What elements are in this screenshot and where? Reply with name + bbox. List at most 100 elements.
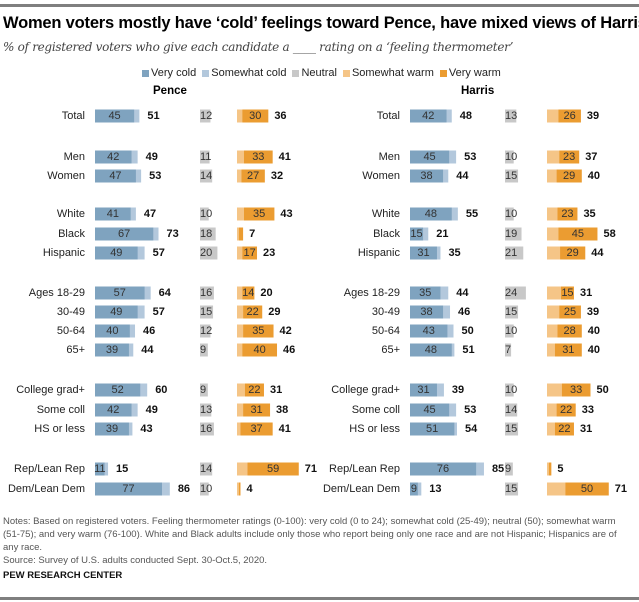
- harris-label-cold-total: 54: [465, 423, 478, 435]
- pence-label-very-cold: 47: [109, 170, 121, 182]
- pence-bar-very-warm: [243, 150, 273, 164]
- harris-label-neutral: 15: [505, 483, 517, 495]
- harris-bar-neutral: [505, 109, 517, 123]
- harris-label-warm-total: 33: [582, 404, 594, 416]
- pence-category-label: Hispanic: [43, 247, 86, 259]
- harris-label-warm-total: 44: [591, 247, 604, 259]
- harris-bar-somewhat-warm: [547, 324, 558, 338]
- pence-label-very-cold: 52: [111, 384, 123, 396]
- legend-label: Somewhat cold: [211, 67, 287, 79]
- harris-bar-somewhat-warm: [547, 305, 560, 319]
- harris-label-neutral: 10: [505, 384, 517, 396]
- harris-bar-very-warm: [558, 227, 598, 241]
- harris-label-very-warm: 50: [581, 483, 593, 495]
- pence-label-warm-total: 43: [280, 208, 292, 220]
- harris-label-warm-total: 31: [580, 423, 592, 435]
- notes-text: Notes: Based on registered voters. Feeli…: [3, 516, 617, 553]
- pence-category-label: College grad+: [16, 384, 85, 396]
- pence-bar-very-cold: [95, 482, 162, 496]
- pence-bar-very-cold: [95, 109, 135, 123]
- pence-label-cold-total: 86: [178, 483, 190, 495]
- pence-label-very-cold: 11: [94, 463, 105, 475]
- pence-bar-neutral: [200, 482, 209, 496]
- harris-label-very-cold: 9: [411, 483, 417, 495]
- harris-category-label: 30-49: [372, 306, 400, 318]
- pence-label-very-warm: 35: [253, 208, 265, 220]
- pence-category-label: White: [57, 208, 85, 220]
- harris-label-neutral: 24: [505, 287, 517, 299]
- harris-bar-very-warm: [554, 422, 574, 436]
- harris-label-cold-total: 35: [448, 247, 460, 259]
- harris-category-label: College grad+: [331, 384, 400, 396]
- harris-bar-very-cold: [410, 383, 437, 397]
- harris-label-neutral: 19: [505, 228, 517, 240]
- pence-bar-neutral: [200, 169, 213, 183]
- harris-label-cold-total: 39: [452, 384, 464, 396]
- pence-label-neutral: 9: [200, 344, 206, 356]
- harris-label-neutral: 10: [505, 208, 517, 220]
- pence-bar-very-warm: [243, 207, 275, 221]
- harris-label-cold-total: 85: [492, 463, 504, 475]
- harris-label-very-warm: 15: [561, 287, 573, 299]
- harris-label-very-warm: 31: [562, 344, 574, 356]
- pence-bar-somewhat-warm: [237, 305, 244, 319]
- pence-bar-neutral: [200, 422, 214, 436]
- pence-bar-somewhat-warm: [237, 403, 244, 417]
- pence-bar-very-warm: [238, 227, 244, 241]
- harris-label-warm-total: 31: [580, 287, 592, 299]
- pence-category-label: Men: [64, 151, 85, 163]
- top-rule: [0, 4, 639, 7]
- harris-label-neutral: 21: [505, 247, 517, 259]
- pence-bar-very-cold: [95, 207, 131, 221]
- pence-label-cold-total: 64: [159, 287, 172, 299]
- pence-bar-very-warm: [241, 169, 265, 183]
- harris-bar-very-warm: [557, 324, 582, 338]
- pence-label-cold-total: 53: [149, 170, 161, 182]
- harris-category-label: Total: [377, 110, 400, 122]
- harris-bar-very-cold: [410, 227, 424, 241]
- harris-label-very-cold: 45: [423, 404, 435, 416]
- pence-bar-neutral: [200, 109, 211, 123]
- pence-bar-very-warm: [243, 324, 274, 338]
- harris-bar-somewhat-warm: [547, 383, 562, 397]
- pence-bar-somewhat-warm: [237, 462, 248, 476]
- harris-label-very-cold: 43: [423, 325, 435, 337]
- pence-category-label: Some coll: [37, 404, 85, 416]
- pence-label-warm-total: 42: [280, 325, 292, 337]
- pence-label-cold-total: 43: [140, 423, 152, 435]
- harris-label-cold-total: 21: [436, 228, 448, 240]
- pence-bar-somewhat-warm: [237, 482, 239, 496]
- pence-label-neutral: 18: [200, 228, 212, 240]
- pence-category-label: 65+: [66, 344, 85, 356]
- harris-label-very-warm: 29: [567, 247, 579, 259]
- harris-label-very-warm: 22: [560, 404, 572, 416]
- pence-label-warm-total: 29: [268, 306, 280, 318]
- pence-bar-very-cold: [95, 383, 141, 397]
- legend-label: Somewhat warm: [351, 67, 434, 79]
- pence-bar-neutral: [200, 324, 211, 338]
- pence-bar-very-cold: [95, 462, 105, 476]
- harris-bar-very-warm: [560, 246, 586, 260]
- pence-bar-neutral: [200, 150, 210, 164]
- harris-bar-neutral: [505, 462, 513, 476]
- source-text: Source: Survey of U.S. adults conducted …: [3, 555, 268, 566]
- harris-label-cold-total: 51: [462, 344, 474, 356]
- pence-label-very-warm: 27: [247, 170, 259, 182]
- legend-label: Very warm: [448, 67, 501, 79]
- harris-bar-neutral: [505, 343, 512, 357]
- pence-label-very-cold: 42: [107, 151, 119, 163]
- pence-bar-somewhat-warm: [237, 286, 243, 300]
- harris-bar-neutral: [505, 482, 519, 496]
- harris-label-very-warm: 23: [561, 208, 573, 220]
- harris-bar-somewhat-warm: [547, 169, 557, 183]
- harris-label-neutral: 15: [505, 170, 517, 182]
- pence-label-very-cold: 45: [108, 110, 120, 122]
- bottom-rule: [0, 597, 639, 600]
- pence-label-neutral: 9: [200, 384, 206, 396]
- pence-label-very-warm: 14: [242, 287, 254, 299]
- pence-label-warm-total: 4: [246, 483, 253, 495]
- legend-item-very-warm: Very warm: [439, 67, 501, 79]
- pence-bar-very-cold: [95, 403, 132, 417]
- pence-label-very-cold: 39: [106, 344, 118, 356]
